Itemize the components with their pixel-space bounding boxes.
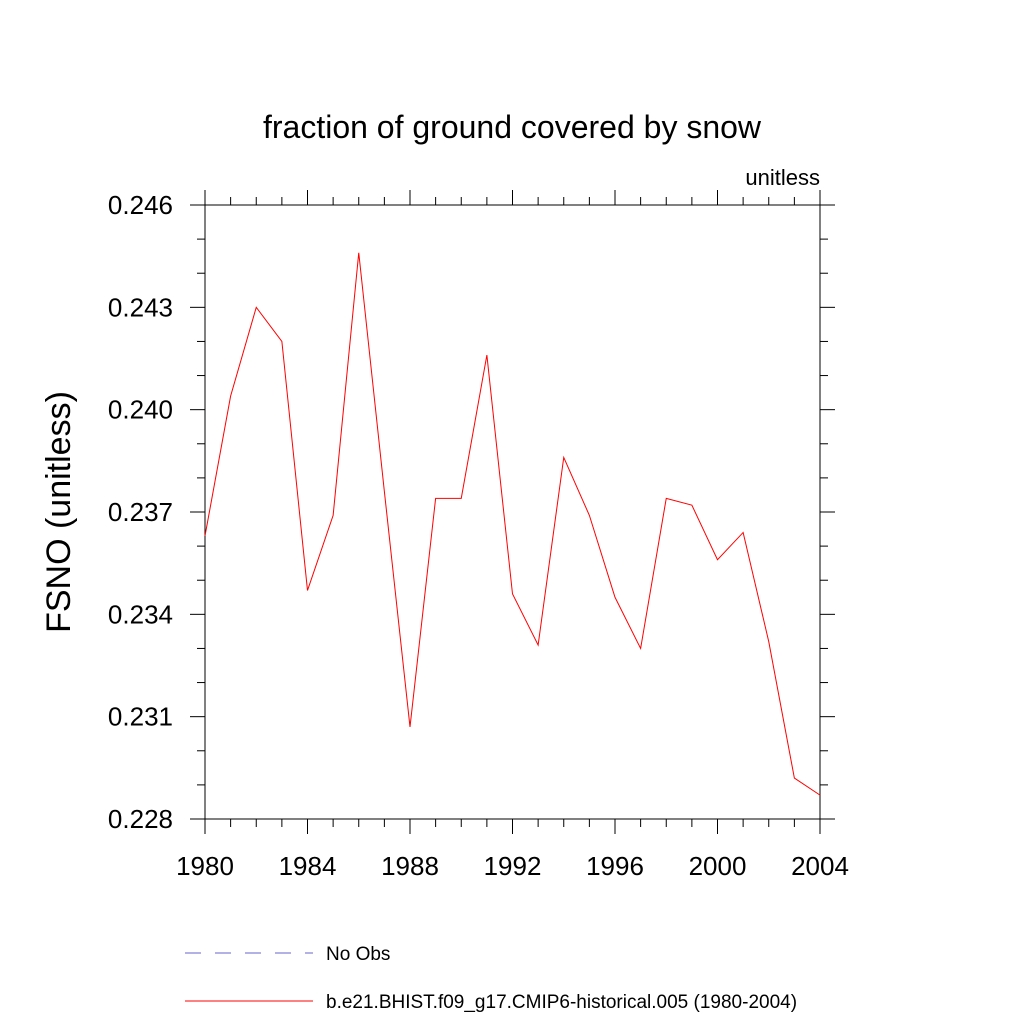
y-tick-labels: 0.228 0.231 0.234 0.237 0.240 0.243 0.246 [108,190,173,834]
plot-frame [204,204,821,820]
x-tick-label: 2000 [689,851,747,881]
axis-ticks [190,190,835,834]
y-tick-label: 0.231 [108,702,173,732]
y-axis-label: FSNO (unitless) [40,391,78,633]
x-tick-label: 2004 [791,851,849,881]
unit-label: unitless [745,165,820,190]
series-layer [204,252,821,796]
x-tick-label: 1996 [586,851,644,881]
y-tick-label: 0.228 [108,804,173,834]
x-tick-label: 1988 [381,851,439,881]
y-tick-label: 0.246 [108,190,173,220]
y-tick-label: 0.243 [108,292,173,322]
y-tick-label: 0.234 [108,599,173,629]
x-tick-label: 1992 [484,851,542,881]
x-tick-label: 1980 [176,851,234,881]
x-tick-labels: 1980 1984 1988 1992 1996 2000 2004 [176,851,849,881]
y-tick-label: 0.237 [108,497,173,527]
x-tick-label: 1984 [279,851,337,881]
legend-label: b.e21.BHIST.f09_g17.CMIP6-historical.005… [326,992,797,1013]
legend-label: No Obs [326,944,390,965]
legend: No Obs b.e21.BHIST.f09_g17.CMIP6-historic… [185,944,797,1013]
series-line [204,252,821,796]
y-tick-label: 0.240 [108,395,173,425]
chart-title: fraction of ground covered by snow [263,109,762,145]
